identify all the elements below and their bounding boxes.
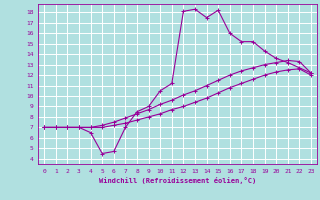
X-axis label: Windchill (Refroidissement éolien,°C): Windchill (Refroidissement éolien,°C) — [99, 177, 256, 184]
